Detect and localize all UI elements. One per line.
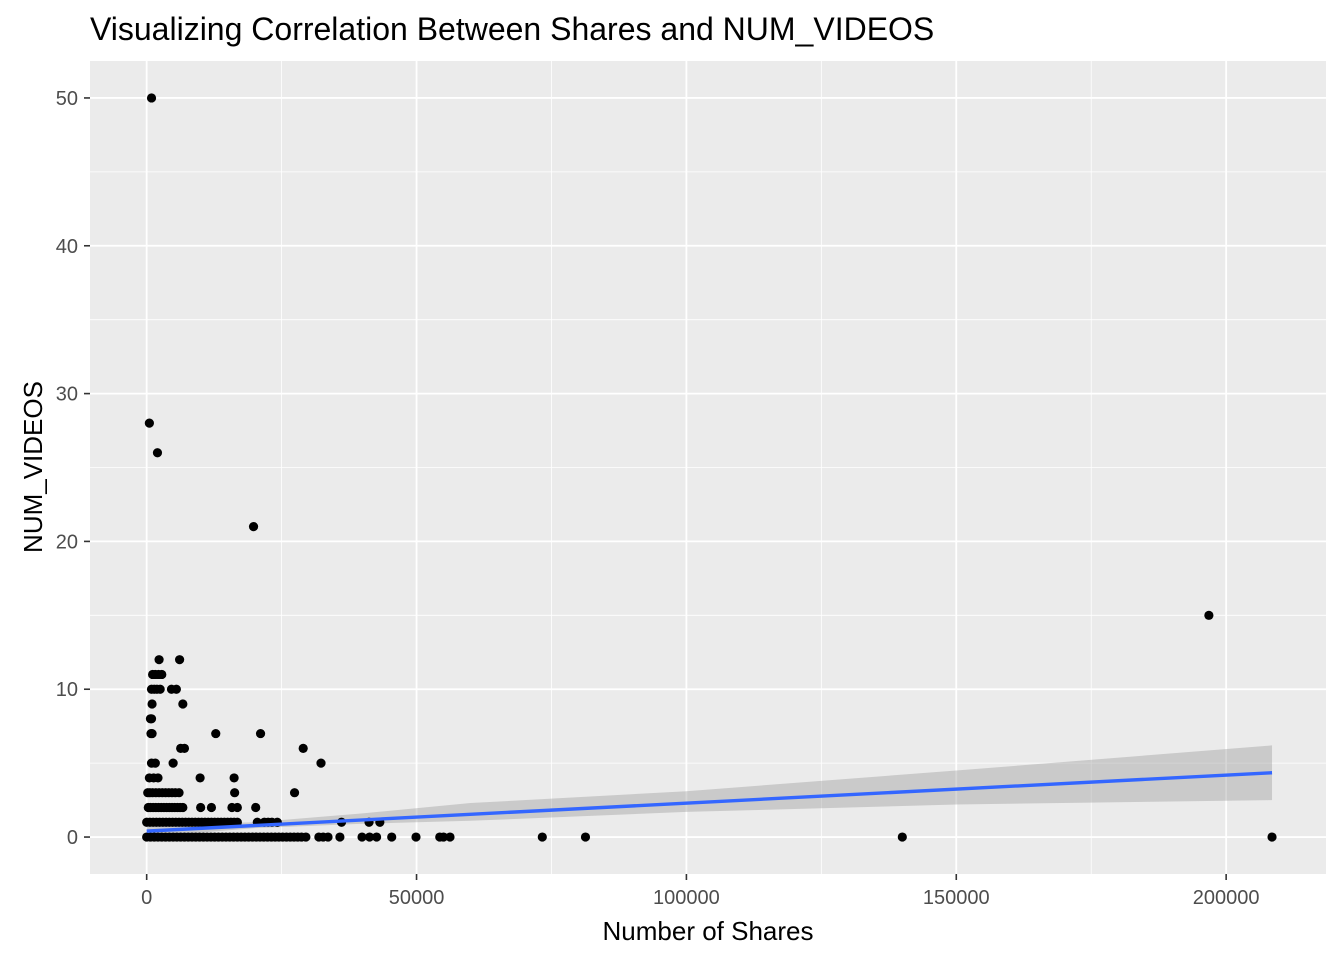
y-tick-label: 30	[56, 384, 78, 406]
data-point	[196, 802, 206, 813]
data-point	[298, 743, 308, 753]
data-point	[230, 788, 240, 798]
x-axis-title: Number of Shares	[603, 916, 814, 946]
data-point	[146, 93, 157, 103]
trend-line-layer	[146, 771, 1273, 833]
y-axis-ticks: 0 10 20 30 40 50	[56, 88, 90, 849]
y-tick-label: 20	[56, 531, 78, 553]
trend-line	[146, 771, 1273, 833]
y-tick-label: 10	[56, 679, 78, 701]
data-point	[174, 788, 184, 798]
data-point	[147, 728, 157, 739]
data-point	[153, 773, 163, 783]
data-point	[372, 832, 382, 842]
data-point	[178, 802, 188, 813]
data-point	[195, 773, 205, 783]
x-tick-label: 150000	[923, 887, 990, 909]
data-point	[897, 832, 907, 842]
confidence-band-layer	[146, 745, 1273, 838]
confidence-band	[146, 745, 1273, 838]
data-point	[537, 832, 547, 842]
data-point	[206, 802, 217, 813]
data-point	[357, 832, 367, 842]
major-gridlines	[90, 61, 1326, 874]
chart-title: Visualizing Correlation Between Shares a…	[90, 11, 934, 47]
x-tick-label: 100000	[653, 887, 720, 909]
y-tick-label: 0	[67, 827, 78, 849]
data-point	[168, 758, 178, 768]
data-point	[178, 699, 188, 709]
data-point	[147, 699, 157, 709]
x-tick-label: 50000	[389, 887, 445, 909]
data-point	[229, 773, 239, 783]
data-point	[580, 832, 591, 842]
data-point	[144, 418, 154, 428]
data-point	[150, 758, 160, 768]
data-point	[154, 655, 164, 665]
x-tick-label: 200000	[1193, 887, 1260, 909]
points-layer	[142, 93, 1277, 842]
data-point	[146, 714, 157, 724]
data-point	[1267, 832, 1277, 842]
data-point	[171, 684, 181, 694]
data-point	[232, 817, 242, 827]
data-point	[179, 743, 190, 753]
data-point	[248, 522, 259, 532]
data-point	[155, 684, 165, 694]
data-point	[157, 669, 167, 680]
data-point	[438, 832, 449, 842]
data-point	[232, 802, 242, 813]
data-point	[445, 832, 455, 842]
data-point	[323, 832, 333, 842]
data-point	[387, 832, 397, 842]
data-point	[364, 832, 375, 842]
data-point	[211, 728, 221, 739]
data-point	[301, 832, 311, 842]
x-axis-ticks: 0 50000 100000 150000 200000	[141, 874, 1260, 909]
data-point	[316, 758, 326, 768]
minor-gridlines	[90, 61, 1326, 874]
y-tick-label: 50	[56, 88, 78, 110]
y-tick-label: 40	[56, 236, 78, 258]
data-point	[255, 728, 266, 739]
y-axis-title: NUM_VIDEOS	[18, 381, 48, 553]
data-point	[1204, 610, 1214, 620]
data-point	[289, 788, 300, 798]
data-point	[251, 802, 261, 813]
x-tick-label: 0	[141, 887, 152, 909]
data-point	[152, 448, 163, 458]
data-point	[411, 832, 421, 842]
data-point	[335, 832, 345, 842]
data-point	[174, 655, 185, 665]
